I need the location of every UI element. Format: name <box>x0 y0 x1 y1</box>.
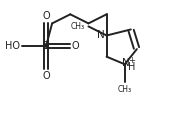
Text: CH₃: CH₃ <box>118 85 132 94</box>
Text: +: + <box>128 56 135 65</box>
Text: H: H <box>128 61 135 72</box>
Text: HO: HO <box>5 41 20 51</box>
Text: O: O <box>72 41 79 51</box>
Text: O: O <box>42 71 50 81</box>
Text: N: N <box>122 58 130 69</box>
Text: O: O <box>42 11 50 21</box>
Text: N: N <box>97 31 105 41</box>
Text: CH₃: CH₃ <box>70 22 85 31</box>
Text: S: S <box>43 41 49 51</box>
